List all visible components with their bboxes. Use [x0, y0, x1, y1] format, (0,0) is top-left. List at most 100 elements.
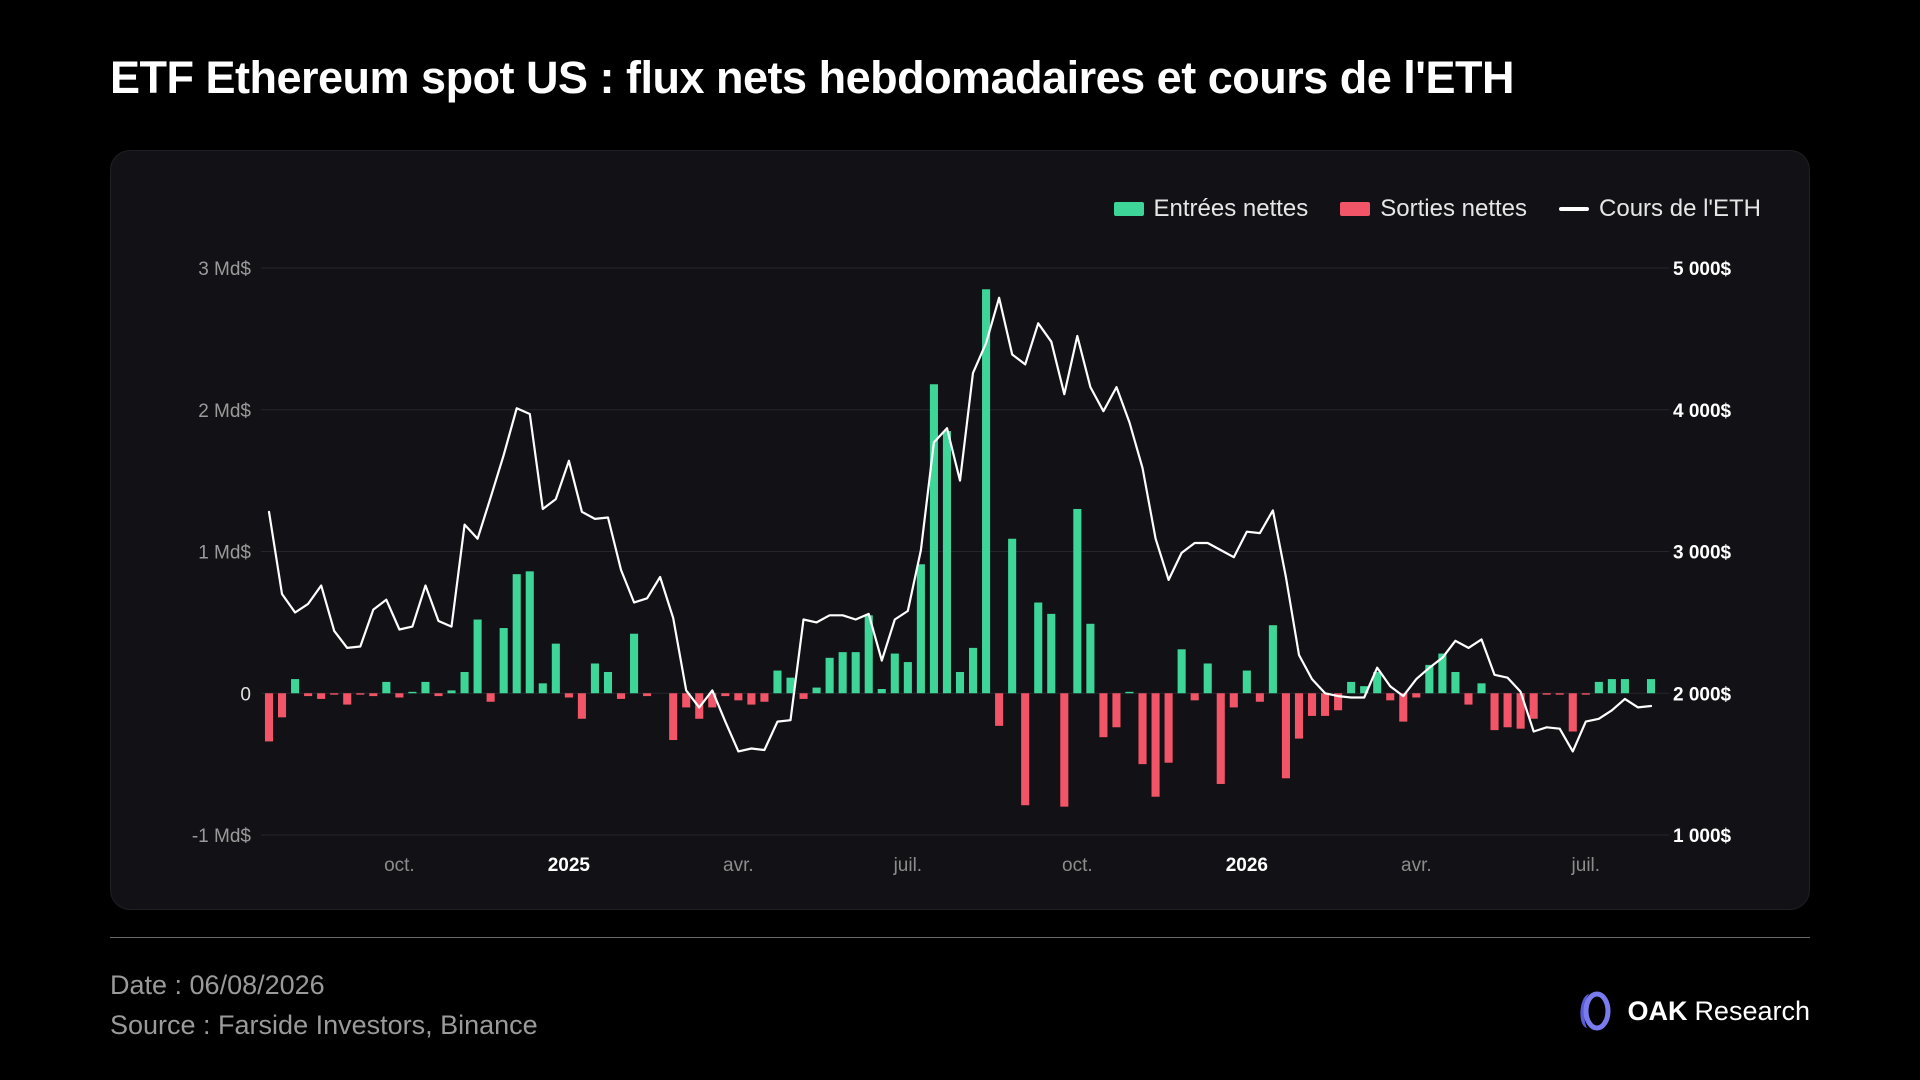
bar-inflow: [1047, 613, 1056, 694]
bar-inflow: [1477, 683, 1486, 694]
bar-outflow: [760, 693, 769, 702]
bar-outflow: [486, 693, 495, 702]
bar-inflow: [460, 671, 469, 694]
bar-outflow: [1321, 693, 1330, 716]
legend-item-outflows: Sorties nettes: [1340, 195, 1527, 223]
footer-info: Date : 06/08/2026 Source : Farside Inves…: [110, 965, 538, 1045]
bar-inflow: [1242, 670, 1251, 694]
x-tick-label: avr.: [1401, 855, 1432, 876]
chart-title: ETF Ethereum spot US : flux nets hebdoma…: [110, 52, 1514, 103]
footer-divider: [110, 937, 1810, 938]
bar-inflow: [1438, 653, 1447, 694]
legend-swatch-inflows: [1113, 202, 1144, 216]
bar-inflow: [1177, 649, 1186, 694]
bar-outflow: [343, 693, 352, 705]
bar-inflow: [382, 681, 391, 694]
bar-inflow: [1620, 679, 1629, 694]
bar-outflow: [669, 693, 678, 741]
bar-inflow: [1203, 663, 1212, 694]
footer-date: Date : 06/08/2026: [110, 970, 325, 1000]
bar-outflow: [369, 693, 378, 697]
bar-outflow: [708, 693, 717, 708]
bar-inflow: [1073, 508, 1082, 694]
bar-inflow: [864, 615, 873, 694]
bar-inflow: [942, 431, 952, 694]
footer-source: Source : Farside Investors, Binance: [110, 1010, 538, 1040]
x-tick-label: oct.: [1062, 855, 1093, 876]
bar-inflow: [630, 633, 639, 694]
bar-inflow: [538, 683, 547, 694]
bar-outflow: [682, 693, 691, 708]
brand-name: OAK Research: [1627, 996, 1810, 1027]
bar-inflow: [512, 574, 521, 694]
bar-inflow: [968, 647, 978, 694]
bar-outflow: [395, 693, 404, 698]
brand-name-rest: Research: [1694, 995, 1810, 1026]
bar-outflow: [1099, 693, 1108, 738]
bar-inflow: [851, 652, 860, 694]
bar-outflow: [304, 693, 313, 697]
bar-inflow: [551, 643, 560, 694]
bar-inflow: [812, 687, 821, 694]
bar-inflow: [1360, 686, 1369, 694]
chart-legend: Entrées nettes Sorties nettes Cours de l…: [1113, 195, 1761, 223]
bar-outflow: [434, 693, 443, 697]
y-left-tick-label: -1 Md$: [192, 826, 252, 847]
bar-outflow: [734, 693, 743, 701]
y-left-tick-label: 3 Md$: [198, 259, 251, 280]
x-tick-label: avr.: [723, 855, 754, 876]
bar-inflow: [1008, 538, 1017, 694]
bar-outflow: [1399, 693, 1408, 722]
bar-inflow: [603, 671, 613, 694]
bar-outflow: [721, 693, 730, 697]
bar-inflow: [825, 657, 834, 694]
bar-outflow: [264, 693, 274, 742]
bar-outflow: [1060, 693, 1069, 807]
bar-outflow: [1568, 693, 1577, 732]
y-right-tick-label: 5 000$: [1673, 259, 1732, 280]
bar-inflow: [291, 679, 300, 694]
bar-outflow: [1294, 693, 1304, 739]
bar-inflow: [499, 628, 508, 694]
y-left-tick-label: 0: [240, 684, 251, 705]
bar-outflow: [1151, 693, 1160, 797]
bar-outflow: [643, 693, 652, 697]
bar-inflow: [421, 681, 430, 694]
bar-inflow: [1646, 679, 1656, 694]
eth-price-line: [267, 296, 1653, 753]
bar-outflow: [1307, 693, 1317, 716]
legend-label-outflows: Sorties nettes: [1380, 195, 1528, 222]
y-right-tick-label: 2 000$: [1673, 684, 1732, 705]
legend-item-inflows: Entrées nettes: [1113, 195, 1309, 223]
bar-inflow: [1268, 625, 1277, 694]
bar-outflow: [277, 693, 287, 718]
bar-inflow: [1347, 681, 1356, 694]
bar-inflow: [916, 564, 925, 694]
bar-outflow: [1412, 693, 1421, 698]
legend-label-price: Cours de l'ETH: [1599, 195, 1761, 222]
bar-outflow: [1281, 693, 1290, 779]
bar-outflow: [1529, 693, 1538, 719]
bar-inflow: [447, 690, 456, 694]
bar-inflow: [525, 571, 534, 694]
bar-inflow: [982, 289, 991, 694]
bar-outflow: [1255, 693, 1264, 702]
bar-outflow: [1334, 693, 1343, 711]
x-tick-label: oct.: [384, 855, 415, 876]
bar-outflow: [330, 693, 339, 695]
bar-inflow: [1125, 691, 1134, 694]
bar-inflow: [1086, 623, 1095, 694]
bar-inflow: [473, 619, 482, 694]
bar-outflow: [1464, 693, 1473, 705]
legend-label-inflows: Entrées nettes: [1153, 195, 1309, 222]
bar-inflow: [877, 688, 886, 694]
bar-outflow: [1112, 693, 1121, 728]
bar-outflow: [995, 693, 1004, 726]
bar-inflow: [1034, 602, 1043, 694]
bar-outflow: [564, 693, 573, 698]
bar-outflow: [1164, 693, 1173, 763]
bar-inflow: [1607, 679, 1616, 694]
bar-inflow: [1451, 671, 1460, 694]
x-tick-label: juil.: [1571, 855, 1601, 876]
bar-inflow: [838, 652, 847, 694]
